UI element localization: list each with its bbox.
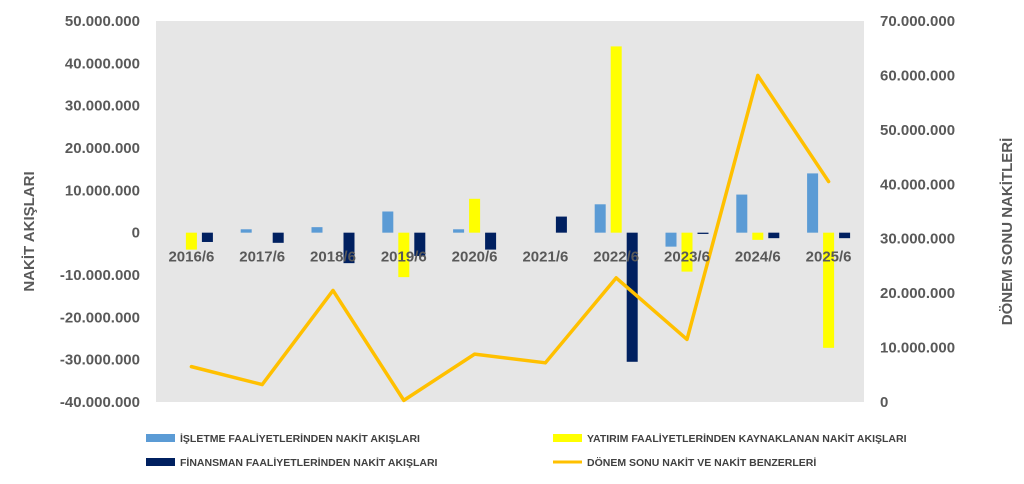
x-tick-labels: 2016/6 2017/6 2018/6 2019/6 2020/6 2021/6 2022… bbox=[168, 249, 851, 266]
right-y-tick: 10.000.000 bbox=[880, 340, 955, 357]
bar-1-2024/6 bbox=[736, 194, 748, 233]
right-y-tick: 60.000.000 bbox=[880, 67, 955, 84]
line-point-2017/6 bbox=[260, 383, 264, 387]
legend-label-2: YATIRIM FAALİYETLERİNDEN KAYNAKLANAN NAK… bbox=[587, 432, 907, 445]
x-tick-2020/6: 2020/6 bbox=[452, 249, 498, 266]
legend-label-3: FİNANSMAN FAALİYETLERİNDEN NAKİT AKIŞLAR… bbox=[180, 456, 438, 469]
bar-1-2022/6 bbox=[594, 204, 606, 233]
line-point-2016/6 bbox=[189, 365, 193, 369]
right-y-tick: 20.000.000 bbox=[880, 285, 955, 302]
bar-1-2025/6 bbox=[807, 173, 819, 233]
bar-1-2020/6 bbox=[453, 229, 465, 233]
bar-1-2023/6 bbox=[665, 232, 677, 247]
bar-2-2023/6 bbox=[681, 232, 693, 272]
line-point-2020/6 bbox=[473, 352, 477, 356]
bar-3-2021/6 bbox=[555, 216, 567, 233]
left-y-tick: 50.000.000 bbox=[65, 13, 140, 30]
line-point-2018/6 bbox=[331, 288, 335, 292]
x-tick-2023/6: 2023/6 bbox=[664, 249, 710, 266]
line-layer bbox=[189, 73, 831, 403]
left-y-tick: 40.000.000 bbox=[65, 55, 140, 72]
left-axis-title: NAKİT AKIŞLARI bbox=[21, 171, 38, 291]
line-point-2023/6 bbox=[685, 337, 689, 341]
line-point-2021/6 bbox=[543, 361, 547, 365]
bar-2-2022/6 bbox=[610, 46, 622, 233]
left-y-tick: 0 bbox=[132, 225, 140, 242]
bar-3-2025/6 bbox=[839, 232, 851, 239]
left-y-tick: -40.000.000 bbox=[60, 394, 140, 411]
bar-2-2025/6 bbox=[823, 232, 835, 348]
right-axis-title: DÖNEM SONU NAKİTLERİ bbox=[999, 138, 1016, 326]
bars-layer bbox=[185, 46, 851, 362]
right-y-tick: 30.000.000 bbox=[880, 231, 955, 248]
line-point-2024/6 bbox=[756, 73, 760, 77]
right-y-tick: 40.000.000 bbox=[880, 176, 955, 193]
bar-1-2018/6 bbox=[311, 227, 323, 233]
bar-3-2019/6 bbox=[414, 232, 426, 256]
right-y-tick: 0 bbox=[880, 394, 888, 411]
x-tick-2017/6: 2017/6 bbox=[239, 249, 285, 266]
bar-2-2024/6 bbox=[752, 232, 764, 240]
left-y-tick: -20.000.000 bbox=[60, 309, 140, 326]
left-y-tick: -30.000.000 bbox=[60, 352, 140, 369]
legend-label-1: İŞLETME FAALİYETLERİNDEN NAKİT AKIŞLARI bbox=[180, 432, 420, 445]
left-y-tick-labels: 50.000.000 40.000.000 30.000.000 20.000.000… bbox=[60, 13, 140, 411]
bar-3-2020/6 bbox=[485, 232, 497, 250]
bar-3-2022/6 bbox=[626, 232, 638, 362]
line-series-1 bbox=[189, 73, 831, 403]
bar-2-2020/6 bbox=[469, 198, 481, 233]
bar-3-2018/6 bbox=[343, 232, 355, 264]
legend-label-4: DÖNEM SONU NAKİT VE NAKİT BENZERLERİ bbox=[587, 456, 816, 469]
line-point-2019/6 bbox=[402, 398, 406, 402]
line-point-2025/6 bbox=[827, 180, 831, 184]
line-point-2022/6 bbox=[614, 276, 618, 280]
bar-2-2019/6 bbox=[398, 232, 410, 278]
left-y-tick: 10.000.000 bbox=[65, 182, 140, 199]
x-tick-2016/6: 2016/6 bbox=[168, 249, 214, 266]
bar-3-2023/6 bbox=[697, 232, 709, 234]
bar-3-2024/6 bbox=[768, 232, 780, 239]
right-y-tick: 50.000.000 bbox=[880, 122, 955, 139]
left-y-tick: 20.000.000 bbox=[65, 140, 140, 157]
bar-3-2017/6 bbox=[272, 232, 284, 243]
bar-1-2017/6 bbox=[240, 229, 252, 233]
legend-swatch-3 bbox=[146, 458, 175, 466]
bar-3-2016/6 bbox=[201, 232, 213, 242]
x-tick-2018/6: 2018/6 bbox=[310, 249, 356, 266]
x-tick-2025/6: 2025/6 bbox=[806, 249, 852, 266]
x-tick-2024/6: 2024/6 bbox=[735, 249, 781, 266]
bar-1-2019/6 bbox=[382, 211, 394, 233]
bar-2-2016/6 bbox=[185, 232, 197, 250]
legend-swatch-1 bbox=[146, 434, 175, 442]
legend: İŞLETME FAALİYETLERİNDEN NAKİT AKIŞLARI Y… bbox=[146, 432, 907, 469]
x-tick-2021/6: 2021/6 bbox=[522, 249, 568, 266]
legend-swatch-2 bbox=[553, 434, 582, 442]
left-y-tick: -10.000.000 bbox=[60, 267, 140, 284]
x-tick-2019/6: 2019/6 bbox=[381, 249, 427, 266]
x-tick-2022/6: 2022/6 bbox=[593, 249, 639, 266]
right-y-tick-labels: 70.000.000 60.000.000 50.000.000 40.000.000… bbox=[880, 13, 955, 411]
right-y-tick: 70.000.000 bbox=[880, 13, 955, 30]
left-y-tick: 30.000.000 bbox=[65, 98, 140, 115]
